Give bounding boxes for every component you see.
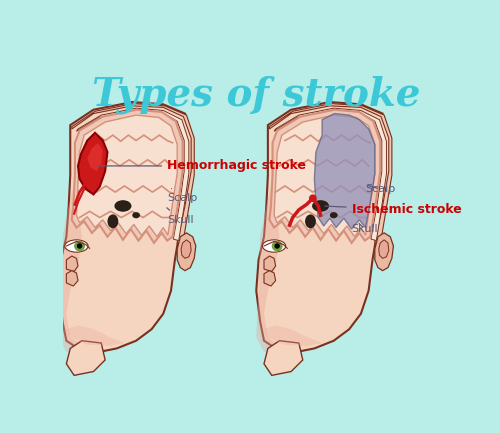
Circle shape [309, 194, 316, 202]
Polygon shape [78, 133, 108, 194]
Polygon shape [88, 143, 103, 171]
Polygon shape [264, 325, 322, 346]
Polygon shape [58, 183, 86, 352]
Ellipse shape [305, 214, 316, 228]
Circle shape [74, 241, 85, 252]
Text: Ischemic stroke: Ischemic stroke [325, 204, 462, 216]
Text: Skull: Skull [167, 208, 194, 225]
Ellipse shape [330, 212, 338, 218]
Polygon shape [66, 271, 78, 286]
Polygon shape [264, 341, 303, 375]
Circle shape [77, 243, 82, 249]
Ellipse shape [262, 240, 285, 252]
Polygon shape [314, 113, 375, 229]
Circle shape [272, 241, 282, 252]
Polygon shape [181, 240, 191, 259]
Polygon shape [72, 110, 182, 243]
Text: Scalp: Scalp [167, 189, 198, 203]
Text: Skull: Skull [352, 223, 378, 234]
Ellipse shape [312, 200, 329, 212]
Polygon shape [58, 102, 192, 352]
Polygon shape [76, 115, 177, 237]
Polygon shape [66, 325, 124, 346]
Ellipse shape [108, 214, 118, 228]
Polygon shape [274, 108, 386, 241]
Ellipse shape [65, 240, 88, 252]
Polygon shape [264, 256, 276, 271]
Polygon shape [177, 233, 196, 271]
Ellipse shape [132, 212, 140, 218]
Polygon shape [264, 271, 276, 286]
Polygon shape [274, 115, 375, 237]
Text: Hemorrhagic stroke: Hemorrhagic stroke [98, 159, 306, 172]
Polygon shape [66, 256, 78, 271]
Text: Types of stroke: Types of stroke [92, 75, 420, 113]
Polygon shape [270, 110, 380, 243]
Polygon shape [378, 240, 389, 259]
Circle shape [274, 243, 280, 249]
Polygon shape [256, 183, 283, 352]
Polygon shape [270, 103, 392, 245]
Polygon shape [256, 102, 390, 352]
Ellipse shape [114, 200, 132, 212]
Polygon shape [375, 233, 394, 271]
Text: Scalp: Scalp [365, 184, 395, 194]
Polygon shape [66, 341, 105, 375]
Polygon shape [72, 103, 194, 245]
Polygon shape [76, 108, 189, 241]
